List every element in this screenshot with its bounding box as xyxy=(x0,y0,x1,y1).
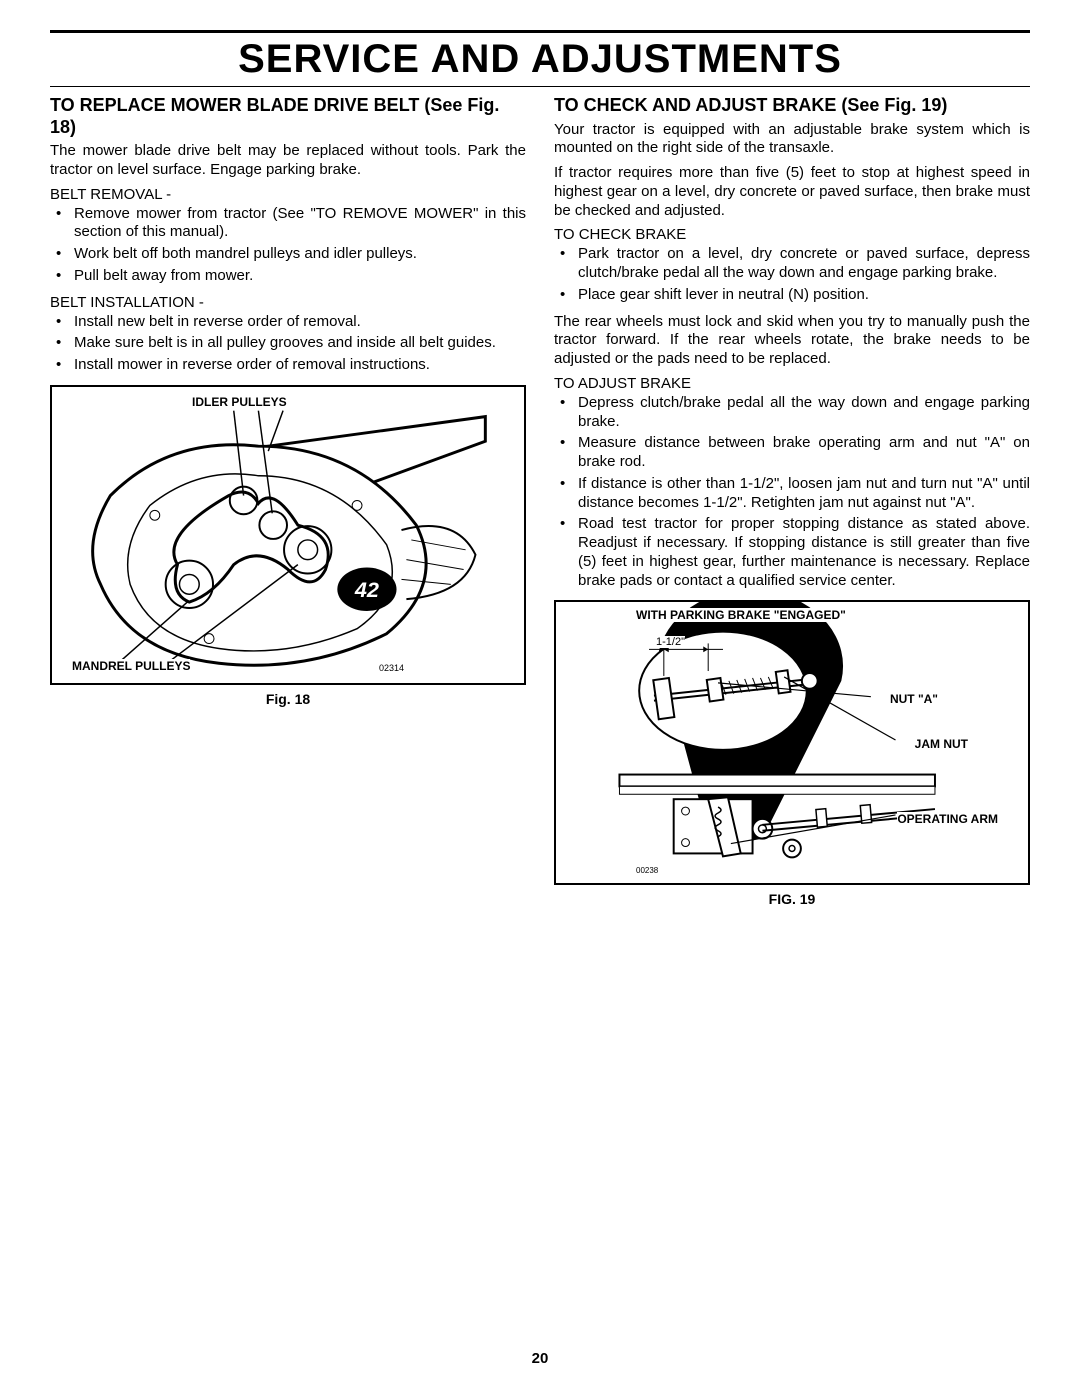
figure-18-box: IDLER PULLEYS MANDREL PULLEYS 02314 42 xyxy=(50,385,526,685)
check-brake-head: TO CHECK BRAKE xyxy=(554,226,1030,243)
page-number: 20 xyxy=(0,1350,1080,1367)
adjust-brake-head: TO ADJUST BRAKE xyxy=(554,375,1030,392)
list-item: Install mower in reverse order of remova… xyxy=(50,356,526,375)
fig18-caption: Fig. 18 xyxy=(50,691,526,707)
belt-removal-head: BELT REMOVAL - xyxy=(50,186,526,203)
right-intro2: If tractor requires more than five (5) f… xyxy=(554,164,1030,220)
belt-install-list: Install new belt in reverse order of rem… xyxy=(50,313,526,375)
list-item: Remove mower from tractor (See "TO REMOV… xyxy=(50,205,526,243)
list-item: Work belt off both mandrel pulleys and i… xyxy=(50,245,526,264)
list-item: If distance is other than 1-1/2", loosen… xyxy=(554,475,1030,513)
right-heading: TO CHECK AND ADJUST BRAKE (See Fig. 19) xyxy=(554,95,1030,117)
dim-label: 1-1/2" xyxy=(656,636,685,648)
fig19-caption: FIG. 19 xyxy=(554,891,1030,907)
svg-text:42: 42 xyxy=(354,577,379,602)
figure-19-box: WITH PARKING BRAKE "ENGAGED" 1-1/2" NUT … xyxy=(554,600,1030,885)
left-intro: The mower blade drive belt may be replac… xyxy=(50,142,526,180)
list-item: Place gear shift lever in neutral (N) po… xyxy=(554,286,1030,305)
engaged-label: WITH PARKING BRAKE "ENGAGED" xyxy=(636,608,846,622)
list-item: Pull belt away from mower. xyxy=(50,267,526,286)
belt-install-head: BELT INSTALLATION - xyxy=(50,294,526,311)
list-item: Install new belt in reverse order of rem… xyxy=(50,313,526,332)
list-item: Road test tractor for proper stopping di… xyxy=(554,515,1030,590)
idler-label: IDLER PULLEYS xyxy=(192,395,287,409)
adjust-brake-list: Depress clutch/brake pedal all the way d… xyxy=(554,394,1030,591)
mower-deck-diagram: 42 xyxy=(52,387,524,683)
mid-paragraph: The rear wheels must lock and skid when … xyxy=(554,313,1030,369)
top-rule-thick xyxy=(50,30,1030,33)
left-heading: TO REPLACE MOWER BLADE DRIVE BELT (See F… xyxy=(50,95,526,138)
content-columns: TO REPLACE MOWER BLADE DRIVE BELT (See F… xyxy=(50,95,1030,907)
list-item: Park tractor on a level, dry concrete or… xyxy=(554,245,1030,283)
check-brake-list: Park tractor on a level, dry concrete or… xyxy=(554,245,1030,304)
list-item: Depress clutch/brake pedal all the way d… xyxy=(554,394,1030,432)
right-column: TO CHECK AND ADJUST BRAKE (See Fig. 19) … xyxy=(554,95,1030,907)
page-title: Service And Adjustments xyxy=(50,37,1030,82)
top-rule-thin xyxy=(50,86,1030,87)
list-item: Measure distance between brake operating… xyxy=(554,434,1030,472)
nut-a-label: NUT "A" xyxy=(890,692,938,706)
deck-num-label: 02314 xyxy=(379,663,404,673)
right-intro1: Your tractor is equipped with an adjusta… xyxy=(554,121,1030,159)
small-num-label: 00238 xyxy=(636,866,658,875)
list-item: Make sure belt is in all pulley grooves … xyxy=(50,334,526,353)
operating-arm-label: OPERATING ARM xyxy=(897,812,998,826)
belt-removal-list: Remove mower from tractor (See "TO REMOV… xyxy=(50,205,526,286)
jam-nut-label: JAM NUT xyxy=(915,737,968,751)
mandrel-label: MANDREL PULLEYS xyxy=(72,659,190,673)
left-column: TO REPLACE MOWER BLADE DRIVE BELT (See F… xyxy=(50,95,526,907)
